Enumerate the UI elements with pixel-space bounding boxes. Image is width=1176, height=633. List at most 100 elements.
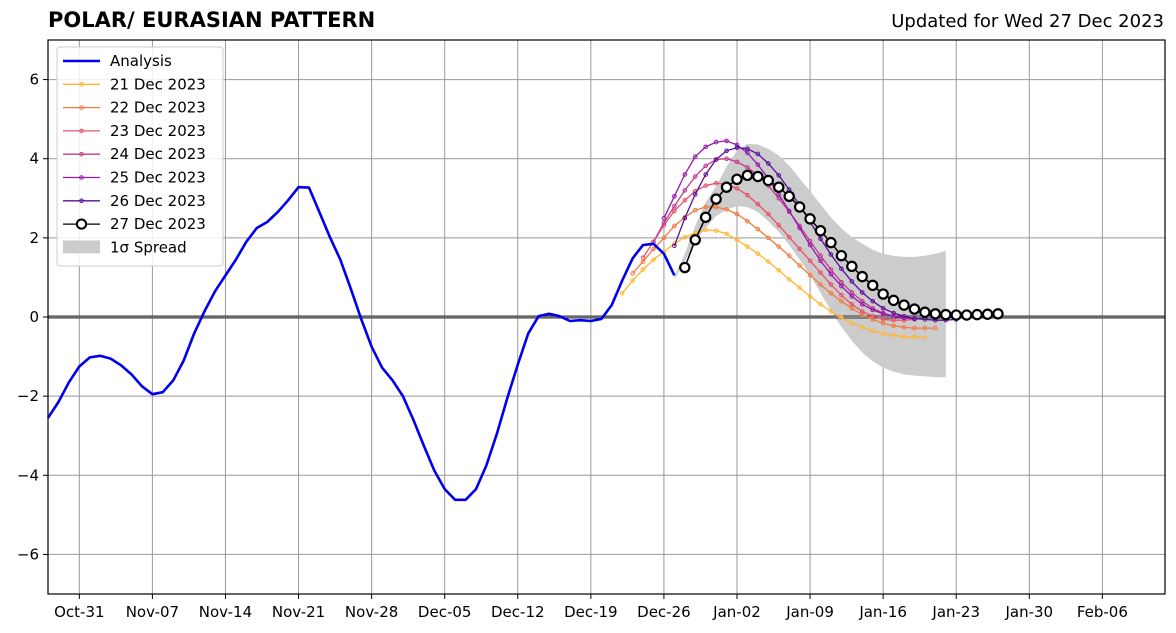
data-point <box>797 246 802 252</box>
y-tick-label: 2 <box>29 229 39 247</box>
data-point <box>745 244 750 249</box>
x-tick-label: Jan-23 <box>931 603 980 621</box>
data-point <box>807 258 813 264</box>
data-point <box>672 194 677 199</box>
legend-entry: 24 Dec 2023 <box>63 145 206 163</box>
data-point <box>679 261 691 274</box>
data-point <box>630 278 635 283</box>
data-point <box>692 174 698 179</box>
data-point <box>699 211 712 223</box>
data-point <box>672 208 677 214</box>
data-point <box>880 305 886 311</box>
data-point <box>783 190 795 203</box>
legend-swatch <box>63 240 100 254</box>
data-point <box>859 302 865 307</box>
data-point <box>818 270 823 275</box>
data-point <box>630 271 635 276</box>
data-point <box>672 243 677 249</box>
data-point <box>818 302 823 307</box>
legend-marker <box>79 128 84 134</box>
legend-marker <box>79 105 84 110</box>
data-point <box>734 142 740 148</box>
data-point <box>776 268 782 273</box>
data-point <box>703 183 708 188</box>
data-point <box>776 173 782 178</box>
x-tick-label: Jan-02 <box>712 603 761 621</box>
data-point <box>912 325 917 331</box>
data-point <box>682 188 688 193</box>
y-tick-label: −6 <box>17 545 39 563</box>
data-point <box>797 263 802 268</box>
analysis-line <box>46 185 676 502</box>
legend-label: 21 Dec 2023 <box>110 75 206 93</box>
data-point <box>734 211 740 217</box>
data-point <box>877 288 889 300</box>
legend-entry: 1σ Spread <box>63 238 187 256</box>
data-point <box>755 151 761 157</box>
data-point <box>870 328 876 334</box>
data-point <box>849 279 855 284</box>
data-point <box>710 193 722 205</box>
x-tick-label: Jan-09 <box>785 603 834 621</box>
data-point <box>766 211 771 217</box>
x-tick-label: Feb-06 <box>1077 603 1128 621</box>
data-point <box>651 246 656 252</box>
data-point <box>682 172 688 177</box>
y-tick-label: 6 <box>29 71 39 89</box>
data-point <box>713 180 719 186</box>
legend-layer: Analysis 21 Dec 2023 22 Dec 2023 23 Dec 202… <box>56 46 224 267</box>
data-point <box>786 234 792 240</box>
data-point <box>713 157 719 162</box>
data-point <box>859 324 865 330</box>
x-tick-label: Dec-05 <box>418 603 472 621</box>
data-point <box>703 172 708 177</box>
legend-label: 22 Dec 2023 <box>110 99 206 117</box>
data-point <box>839 266 844 272</box>
data-point <box>807 294 813 299</box>
data-point <box>887 294 900 307</box>
data-point <box>933 325 938 331</box>
legend-entry: Analysis <box>63 52 172 70</box>
data-point <box>919 306 931 318</box>
data-point <box>929 308 942 320</box>
data-point <box>891 323 896 329</box>
x-tick-label: Jan-30 <box>1004 603 1053 621</box>
legend-entry: 26 Dec 2023 <box>63 192 206 210</box>
data-point <box>891 332 896 338</box>
grid-layer <box>48 40 1165 594</box>
forecast-series-6 <box>679 169 1004 321</box>
data-point <box>692 154 698 160</box>
data-point <box>713 204 719 210</box>
data-point <box>640 267 646 272</box>
x-tick-label: Jan-16 <box>858 603 907 621</box>
data-point <box>734 237 740 243</box>
legend-marker <box>75 218 88 230</box>
data-point <box>891 310 896 316</box>
data-point <box>818 282 823 287</box>
data-point <box>922 335 928 340</box>
data-point <box>755 226 761 232</box>
data-point <box>901 313 907 319</box>
data-point <box>745 146 750 152</box>
data-point <box>870 298 876 304</box>
legend-marker <box>79 198 84 204</box>
data-point <box>912 334 917 340</box>
data-point <box>724 207 729 212</box>
data-point <box>692 207 698 213</box>
data-point <box>880 311 886 317</box>
data-point <box>797 225 802 231</box>
legend-label: 1σ Spread <box>110 238 187 256</box>
analysis-layer <box>46 185 676 502</box>
data-point <box>640 255 646 260</box>
data-point <box>870 307 876 313</box>
data-point <box>672 223 677 229</box>
x-tick-label: Nov-21 <box>272 603 325 621</box>
legend-entry: 25 Dec 2023 <box>63 169 206 187</box>
data-point <box>908 303 921 315</box>
x-tick-label: Dec-26 <box>637 603 691 621</box>
legend-label: Analysis <box>110 52 172 70</box>
data-point <box>734 145 740 150</box>
data-point <box>797 285 802 291</box>
data-point <box>762 174 775 187</box>
